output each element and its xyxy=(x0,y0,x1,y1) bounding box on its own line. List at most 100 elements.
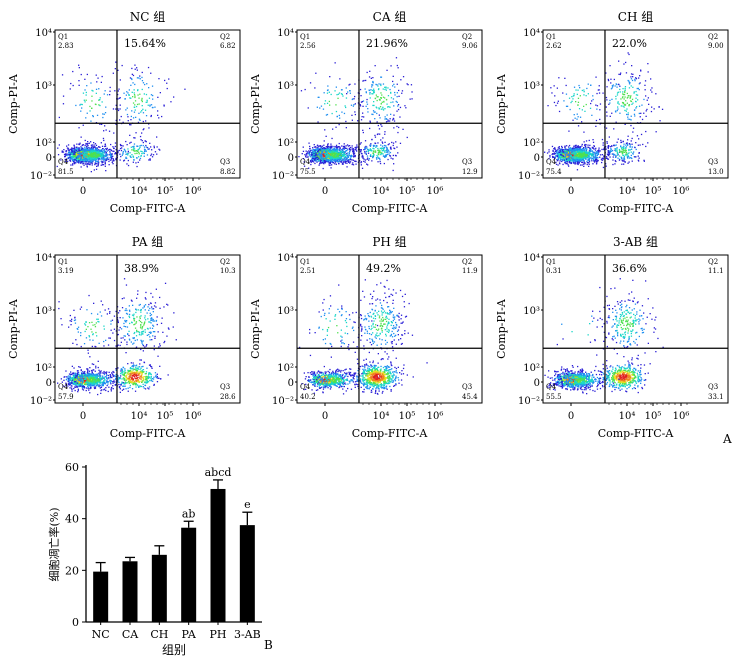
scatter-point xyxy=(578,152,580,154)
scatter-point xyxy=(336,146,338,148)
scatter-point xyxy=(73,147,76,150)
scatter-point xyxy=(346,158,348,160)
scatter-point xyxy=(588,151,590,153)
y-tick-label: 10² xyxy=(35,138,52,149)
scatter-point xyxy=(149,105,151,107)
scatter-point xyxy=(100,150,102,152)
scatter-point xyxy=(330,145,332,147)
scatter-point xyxy=(104,165,106,167)
scatter-point xyxy=(316,106,318,108)
scatter-point xyxy=(118,97,120,99)
scatter-point xyxy=(90,144,93,146)
scatter-point xyxy=(580,155,583,158)
scatter-point xyxy=(77,148,79,150)
scatter-point xyxy=(325,146,327,148)
scatter-point xyxy=(93,154,95,156)
scatter-point xyxy=(335,150,338,152)
scatter-point xyxy=(339,159,341,161)
y-tick-label: 10⁻² xyxy=(30,171,52,182)
scatter-point xyxy=(113,147,115,149)
scatter-point xyxy=(73,159,76,161)
scatter-point xyxy=(91,148,93,150)
scatter-point xyxy=(558,154,560,156)
scatter-point xyxy=(571,149,573,151)
scatter-point xyxy=(328,91,330,93)
scatter-point xyxy=(71,153,73,155)
scatter-point xyxy=(333,154,335,157)
scatter-point xyxy=(396,146,398,148)
scatter-point xyxy=(342,154,344,156)
scatter-point xyxy=(109,159,111,161)
scatter-point xyxy=(388,143,390,145)
scatter-point xyxy=(96,157,98,159)
scatter-point xyxy=(136,103,139,106)
scatter-point xyxy=(97,155,99,157)
scatter-point xyxy=(365,145,367,148)
scatter-point xyxy=(136,157,138,159)
scatter-point xyxy=(314,149,316,151)
scatter-point xyxy=(139,135,142,138)
scatter-point xyxy=(70,82,72,85)
scatter-point xyxy=(76,161,78,163)
scatter-point xyxy=(105,159,107,161)
scatter-point xyxy=(386,149,388,151)
scatter-point xyxy=(603,148,605,150)
scatter-point xyxy=(380,76,382,78)
scatter-point xyxy=(82,157,84,159)
scatter-point xyxy=(368,159,370,161)
scatter-point xyxy=(130,115,132,118)
scatter-point xyxy=(78,67,80,69)
scatter-point xyxy=(151,149,153,151)
scatter-point xyxy=(330,157,332,160)
scatter-point xyxy=(366,146,368,148)
scatter-point xyxy=(109,94,111,96)
scatter-point xyxy=(166,82,168,84)
scatter-point xyxy=(370,150,372,152)
scatter-point xyxy=(97,158,99,160)
scatter-point xyxy=(325,149,327,151)
scatter-point xyxy=(392,119,394,121)
scatter-point xyxy=(102,164,105,166)
scatter-point xyxy=(593,148,595,150)
scatter-point xyxy=(67,147,69,149)
scatter-point xyxy=(99,150,101,152)
scatter-point xyxy=(387,119,389,121)
scatter-point xyxy=(157,114,159,116)
scatter-point xyxy=(360,142,362,144)
scatter-point xyxy=(133,106,136,108)
scatter-point xyxy=(145,120,147,122)
scatter-point xyxy=(101,164,104,166)
scatter-point xyxy=(566,153,568,155)
scatter-point xyxy=(317,96,319,98)
scatter-point xyxy=(90,157,92,159)
scatter-point xyxy=(399,142,402,144)
scatter-point xyxy=(93,150,95,152)
scatter-point xyxy=(314,149,316,151)
scatter-point xyxy=(82,155,84,157)
scatter-point xyxy=(117,69,119,71)
scatter-point xyxy=(317,121,319,123)
scatter-point xyxy=(334,152,336,154)
scatter-point xyxy=(127,154,129,156)
scatter-point xyxy=(74,149,76,151)
scatter-point xyxy=(95,149,97,151)
scatter-point xyxy=(105,152,107,154)
scatter-point xyxy=(343,145,346,147)
scatter-point xyxy=(86,73,88,76)
scatter-point xyxy=(574,156,576,158)
scatter-point xyxy=(146,99,148,101)
scatter-point xyxy=(314,152,316,154)
scatter-point xyxy=(337,153,339,155)
scatter-point xyxy=(366,155,369,157)
scatter-point xyxy=(336,149,338,151)
scatter-point xyxy=(92,154,94,157)
scatter-point xyxy=(314,158,316,160)
scatter-point xyxy=(106,148,108,151)
scatter-point xyxy=(314,153,316,155)
scatter-point xyxy=(366,71,368,74)
scatter-point xyxy=(82,144,84,146)
scatter-point xyxy=(394,86,396,88)
scatter-point xyxy=(340,155,342,157)
scatter-point xyxy=(347,91,349,93)
scatter-point xyxy=(373,104,375,107)
